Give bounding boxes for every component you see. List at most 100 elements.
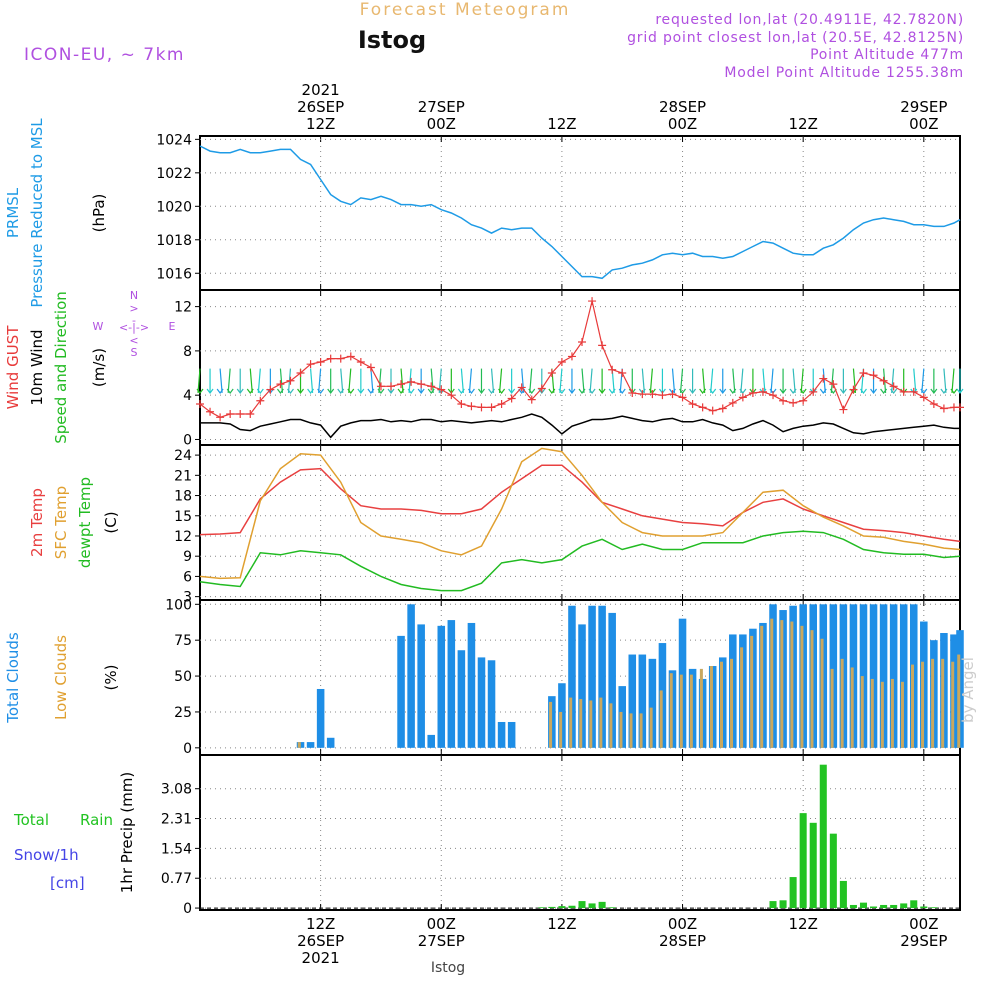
total-cloud-bar	[889, 604, 898, 748]
low-cloud-bar	[770, 618, 774, 748]
precip-bar	[548, 906, 556, 909]
wind-arrow-head	[699, 388, 707, 394]
wind-arrow-head	[236, 388, 244, 394]
wind10-line	[200, 413, 960, 439]
wind-arrow-head	[956, 388, 964, 394]
top-time-label: 00Z	[909, 115, 938, 133]
temperature-unit: (C)	[102, 511, 120, 533]
precip-bar	[578, 901, 586, 909]
bottom-time-label: 27SEP	[418, 932, 465, 950]
wind-arrow-head	[598, 388, 606, 394]
precip-frame	[199, 754, 961, 911]
panels: 1016 1018 1020 1022 1024 PRMSL Pressure Reduce…	[4, 118, 964, 917]
gust-marker	[929, 400, 938, 409]
low-cloud-bar	[639, 713, 643, 748]
bottom-time-label: 12Z	[547, 915, 576, 933]
wind-arrow-head	[568, 388, 576, 394]
wind-arrow	[529, 368, 533, 394]
total-cloud-bar	[568, 605, 576, 748]
low-cloud-bar	[900, 681, 904, 748]
wind-ytick-label: 8	[183, 344, 192, 360]
low-cloud-bar	[890, 678, 894, 748]
panel-clouds: 0 25 50 75 100 Total Clouds Low Clouds (%)	[4, 597, 964, 757]
svg-text:E: E	[169, 320, 176, 333]
wind-arrow-head	[286, 388, 294, 394]
wind-arrow-head	[387, 388, 395, 394]
pressure-ylabel-1: Pressure Reduced to MSL	[28, 118, 46, 308]
gust-marker	[588, 297, 597, 306]
wind-arrow	[249, 368, 253, 394]
station-title: Istog	[358, 26, 426, 54]
wind-arrow-head	[327, 388, 335, 394]
wind-arrow	[800, 368, 804, 394]
low-cloud-bar	[549, 701, 553, 748]
gust-marker	[899, 387, 908, 396]
total-cloud-bar	[397, 635, 405, 748]
wind-arrow-head	[226, 388, 234, 394]
wind-arrow	[641, 368, 645, 394]
wind-arrow-head	[739, 388, 747, 394]
gust-marker	[557, 357, 566, 366]
svg-text:<-|->: <-|->	[119, 321, 149, 334]
gust-marker	[487, 403, 496, 412]
gust-marker	[246, 410, 255, 418]
clouds-ytick-label: 0	[183, 741, 192, 757]
wind-arrow-head	[417, 388, 425, 394]
gust-marker	[427, 382, 436, 391]
svg-text:<: <	[129, 334, 138, 347]
total-cloud-bar	[427, 734, 435, 748]
gust-marker	[266, 385, 275, 394]
svg-text:W: W	[93, 320, 104, 333]
top-time-label: 29SEP	[900, 98, 947, 116]
gust-marker	[397, 380, 406, 389]
precip-bar	[789, 877, 797, 909]
top-time-label: 12Z	[547, 115, 576, 133]
gust-marker	[567, 352, 576, 361]
clouds-ytick-label: 100	[165, 597, 192, 613]
gust-marker	[668, 390, 677, 399]
top-time-label: 28SEP	[659, 98, 706, 116]
total-cloud-bar	[407, 604, 415, 748]
total-cloud-bar	[477, 657, 486, 748]
gust-marker	[366, 363, 375, 372]
wind-arrow	[762, 368, 766, 394]
low-cloud-bar	[957, 654, 961, 748]
model-label: ICON-EU, ~ 7km	[24, 45, 185, 65]
pressure-ytick-label: 1020	[156, 199, 192, 215]
low-cloud-bar	[569, 697, 573, 748]
wind-arrow-head	[709, 388, 717, 394]
wind-arrow-head	[347, 388, 355, 394]
gust-marker	[216, 413, 225, 422]
wind-arrow-head	[528, 388, 536, 394]
low-cloud-bar	[860, 676, 864, 748]
panel-temperature: 3 6 9 12 15 18 21 24 2m Temp SFC Temp dewpt Temp (C…	[28, 444, 961, 606]
wind-ylabel-2: Speed and Direction	[52, 291, 70, 444]
wind-arrow	[830, 368, 834, 394]
gust-marker	[236, 410, 245, 418]
footer-station: Istog	[431, 960, 465, 976]
gust-marker	[789, 398, 798, 407]
temperature-ytick-label: 15	[174, 509, 192, 525]
clouds-ylabel-0: Total Clouds	[4, 632, 22, 724]
gust-marker	[226, 410, 235, 418]
precip-bar	[930, 907, 938, 909]
bottom-time-label: 2021	[302, 949, 340, 967]
panel-precip: 0 0.77 1.54 2.31 3.08 1hr Precip (mm) Total Rai…	[13, 754, 961, 917]
wind-arrow-head	[870, 388, 878, 394]
gust-marker	[447, 391, 456, 400]
gust-marker	[417, 380, 426, 389]
wind-arrow-head	[890, 388, 898, 394]
gust-marker	[859, 369, 868, 378]
low-cloud-bar	[679, 674, 683, 748]
gust-marker	[598, 341, 607, 350]
wind-ytick-label: 12	[174, 300, 192, 316]
low-cloud-bar	[840, 658, 844, 748]
gust-marker	[638, 390, 647, 399]
top-time-label: 12Z	[306, 115, 335, 133]
wind-arrow-head	[839, 388, 847, 394]
low-cloud-bar	[750, 635, 754, 748]
wind-arrow	[490, 368, 495, 394]
precip-bar	[558, 906, 566, 909]
precip-bar	[809, 822, 817, 909]
low-cloud-bar	[830, 668, 834, 748]
